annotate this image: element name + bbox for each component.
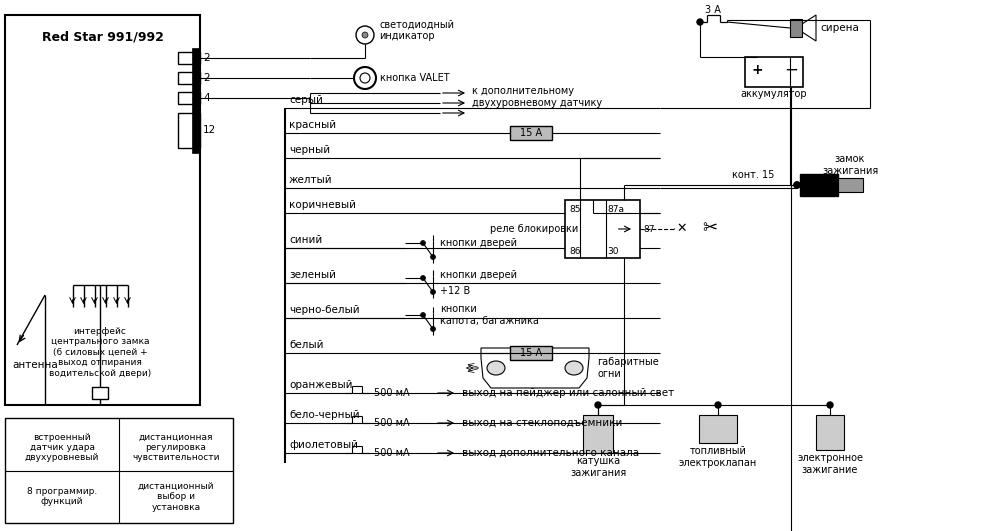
Circle shape	[420, 276, 426, 280]
Text: 500 мА: 500 мА	[374, 448, 410, 458]
Circle shape	[595, 402, 601, 408]
Bar	[838, 178, 863, 192]
Circle shape	[697, 19, 703, 25]
Text: антенна: антенна	[12, 360, 58, 370]
Bar	[699, 415, 737, 443]
Bar	[565, 200, 640, 258]
Bar	[583, 415, 613, 453]
Text: коричневый: коричневый	[289, 200, 356, 210]
Text: желтый: желтый	[289, 175, 333, 185]
Circle shape	[715, 402, 721, 408]
Bar	[510, 126, 552, 140]
Text: 15 А: 15 А	[520, 128, 542, 138]
Text: ✂: ✂	[702, 219, 717, 237]
Polygon shape	[481, 348, 589, 388]
Text: дистанционная
регулировка
чувствительности: дистанционная регулировка чувствительнос…	[132, 433, 220, 463]
Text: зеленый: зеленый	[289, 270, 336, 280]
Text: черный: черный	[289, 145, 330, 155]
Text: реле блокировки: реле блокировки	[490, 224, 578, 234]
Text: замок
зажигания: замок зажигания	[822, 154, 878, 176]
Text: интерфейс
центрального замка
(6 силовых цепей +
выход отпирания
водительской две: интерфейс центрального замка (6 силовых …	[49, 327, 151, 378]
Text: светодиодный
индикатор: светодиодный индикатор	[379, 19, 454, 41]
Circle shape	[430, 254, 436, 260]
Text: выход на пейджер или салонный свет: выход на пейджер или салонный свет	[462, 388, 674, 398]
Circle shape	[430, 327, 436, 331]
Polygon shape	[802, 15, 816, 41]
Text: кнопки
капота, багажника: кнопки капота, багажника	[440, 304, 539, 326]
Text: 87: 87	[643, 225, 654, 234]
Text: кнопка VALET: кнопка VALET	[380, 73, 450, 83]
Bar	[178, 92, 200, 104]
Text: кнопки дверей: кнопки дверей	[440, 238, 517, 248]
Text: +: +	[751, 63, 763, 77]
Bar	[5, 418, 233, 523]
Text: 15 А: 15 А	[520, 348, 542, 358]
Text: красный: красный	[289, 120, 336, 130]
Text: Red Star 991/992: Red Star 991/992	[42, 30, 163, 44]
Text: фиолетовый: фиолетовый	[289, 440, 358, 450]
Bar	[790, 19, 802, 37]
Bar	[178, 52, 200, 64]
Circle shape	[430, 289, 436, 295]
Text: ✕: ✕	[677, 221, 687, 235]
Text: дистанционный
выбор и
установка: дистанционный выбор и установка	[138, 482, 214, 512]
Circle shape	[420, 313, 426, 318]
Text: 30: 30	[608, 246, 619, 255]
Text: 4: 4	[203, 93, 210, 103]
Text: 87a: 87a	[608, 205, 625, 215]
Text: встроенный
датчик удара
двухуровневый: встроенный датчик удара двухуровневый	[25, 433, 99, 463]
Bar	[178, 72, 200, 84]
Text: серый: серый	[289, 95, 323, 105]
Text: кнопки дверей: кнопки дверей	[440, 270, 517, 280]
Bar	[816, 415, 844, 450]
Text: аккумулятор: аккумулятор	[741, 89, 807, 99]
Text: выход дополнительного канала: выход дополнительного канала	[462, 448, 639, 458]
Text: синий: синий	[289, 235, 322, 245]
Bar	[192, 48, 200, 153]
Text: 500 мА: 500 мА	[374, 388, 410, 398]
Text: конт. 15: конт. 15	[732, 170, 774, 180]
Text: 2: 2	[203, 53, 210, 63]
Circle shape	[794, 182, 800, 188]
Text: сирена: сирена	[820, 23, 859, 33]
Text: черно-белый: черно-белый	[289, 305, 360, 315]
Text: топливный
электроклапан: топливный электроклапан	[679, 446, 757, 468]
Text: габаритные
огни: габаритные огни	[597, 357, 659, 379]
Text: к дополнительному
двухуровневому датчику: к дополнительному двухуровневому датчику	[472, 86, 602, 108]
Text: 3 А: 3 А	[705, 5, 721, 15]
Ellipse shape	[565, 361, 583, 375]
Text: −: −	[784, 61, 798, 79]
Bar	[92, 387, 108, 399]
Text: 85: 85	[569, 205, 580, 215]
Text: 8 программир.
функций: 8 программир. функций	[27, 487, 97, 507]
Text: бело-черный: бело-черный	[289, 410, 360, 420]
Bar	[745, 57, 803, 87]
Circle shape	[420, 241, 426, 245]
Bar	[800, 174, 838, 196]
Text: катушка
зажигания: катушка зажигания	[570, 456, 626, 478]
Ellipse shape	[487, 361, 505, 375]
Circle shape	[362, 32, 368, 38]
Text: выход на стеклоподъемники: выход на стеклоподъемники	[462, 418, 622, 428]
Text: 86: 86	[569, 246, 580, 255]
Bar	[178, 113, 200, 148]
Text: +12 В: +12 В	[440, 286, 470, 296]
Text: 2: 2	[203, 73, 210, 83]
Bar	[510, 346, 552, 360]
Text: 12: 12	[203, 125, 216, 135]
Text: оранжевый: оранжевый	[289, 380, 352, 390]
Text: 500 мА: 500 мА	[374, 418, 410, 428]
Circle shape	[794, 182, 800, 188]
Text: электронное
зажигание: электронное зажигание	[797, 453, 863, 475]
Bar	[5, 15, 200, 405]
Text: белый: белый	[289, 340, 324, 350]
Circle shape	[827, 402, 833, 408]
